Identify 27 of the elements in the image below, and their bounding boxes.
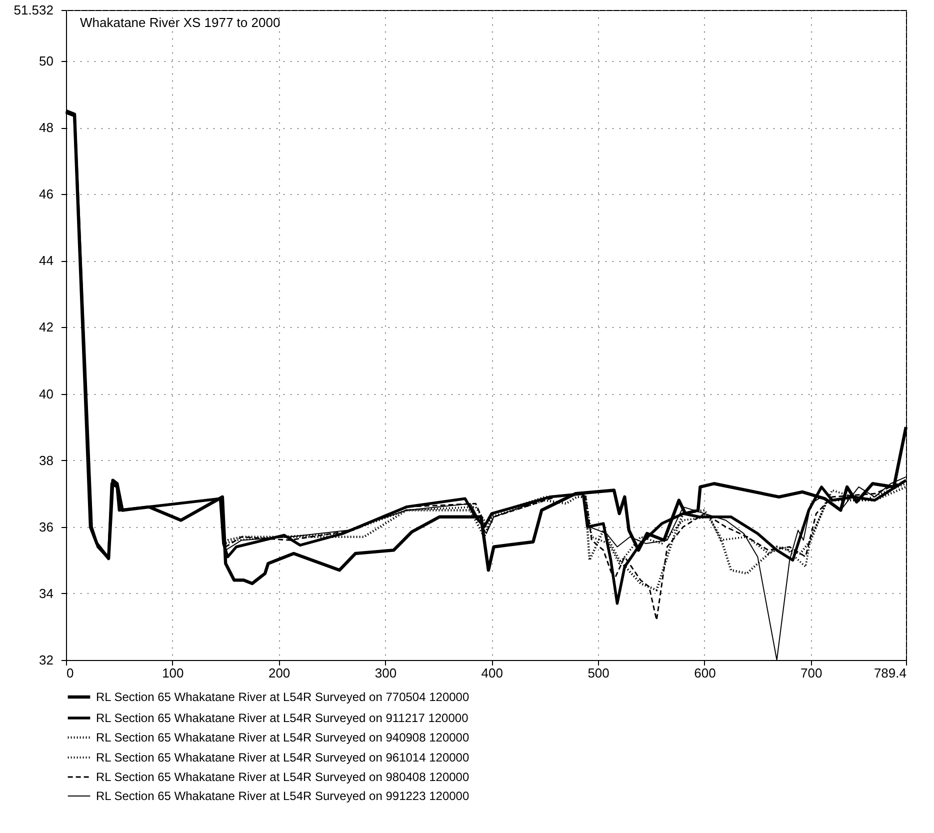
legend-label: RL Section 65 Whakatane River at L54R Surveyed on 961014 120000: [96, 750, 470, 764]
y-tick-label: 42: [39, 320, 54, 335]
x-tick-label: 300: [374, 666, 397, 680]
chart-title: Whakatane River XS 1977 to 2000: [80, 15, 280, 30]
legend-label: RL Section 65 Whakatane River at L54R Surveyed on 991223 120000: [96, 789, 470, 803]
x-tick-label: 600: [694, 666, 716, 680]
legend-label: RL Section 65 Whakatane River at L54R Surveyed on 980408 120000: [96, 770, 470, 784]
y-tick-label: 36: [39, 519, 54, 534]
legend-label: RL Section 65 Whakatane River at L54R Surveyed on 940908 120000: [96, 730, 470, 744]
y-tick-label: 32: [39, 652, 54, 668]
x-tick-label: 500: [588, 666, 610, 680]
y-tick-label: 50: [39, 53, 54, 68]
y-tick-label: 44: [39, 253, 54, 268]
y-tick-label: 34: [39, 586, 54, 601]
y-tick-label: 38: [39, 452, 54, 468]
x-tick-label: 100: [162, 666, 184, 680]
x-tick-label: 0: [66, 666, 74, 680]
legend-label: RL Section 65 Whakatane River at L54R Surveyed on 770504 120000: [96, 690, 470, 704]
y-tick-label: 48: [39, 120, 54, 136]
x-tick-label: 400: [481, 666, 503, 680]
y-tick-label: 40: [39, 386, 54, 402]
legend-label: RL Section 65 Whakatane River at L54R Surveyed on 911217 120000: [96, 711, 469, 725]
y-tick-label: 46: [39, 186, 54, 202]
y-tick-label: 51.532: [14, 2, 54, 18]
x-tick-label: 200: [268, 666, 290, 680]
x-tick-label: 789.4: [874, 666, 906, 680]
x-tick-label: 700: [800, 666, 822, 680]
